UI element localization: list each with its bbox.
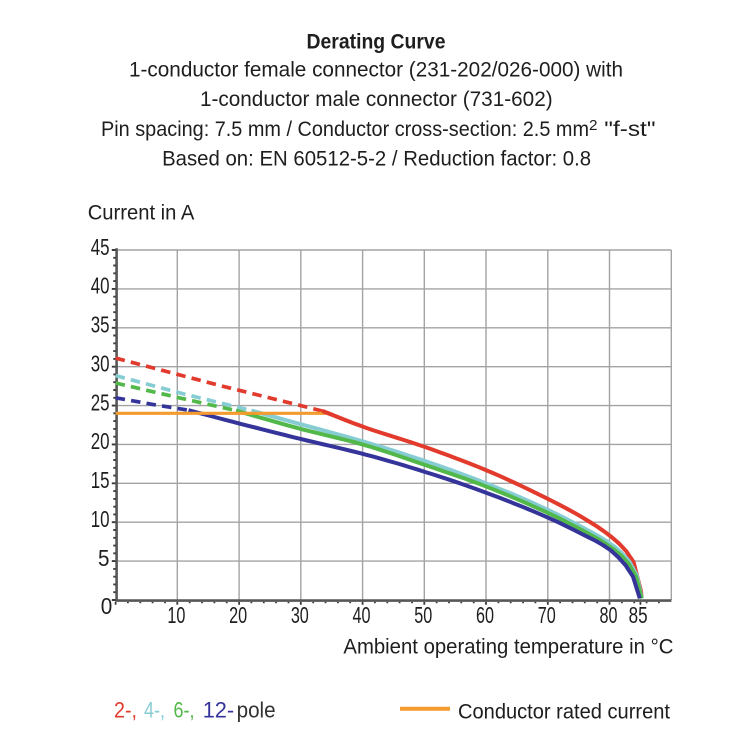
svg-text:20: 20 — [91, 428, 110, 454]
svg-text:30: 30 — [91, 350, 110, 376]
svg-text:Conductor rated current: Conductor rated current — [458, 701, 670, 724]
svg-text:80: 80 — [600, 602, 618, 628]
svg-text:40: 40 — [353, 602, 371, 628]
svg-text:Current in A: Current in A — [88, 202, 195, 225]
svg-text:85: 85 — [629, 602, 648, 628]
svg-text:2-,: 2-, — [114, 698, 137, 723]
svg-text:70: 70 — [538, 602, 556, 628]
svg-text:Pin spacing: 7.5 mm / Conducto: Pin spacing: 7.5 mm / Conductor cross-se… — [101, 117, 656, 141]
svg-text:1-conductor male connector (73: 1-conductor male connector (731-602) — [200, 88, 553, 111]
svg-text:pole: pole — [237, 698, 276, 723]
svg-text:Derating Curve: Derating Curve — [307, 29, 446, 53]
svg-text:35: 35 — [91, 312, 110, 338]
svg-text:40: 40 — [91, 273, 110, 299]
svg-text:1-conductor female connector (: 1-conductor female connector (231-202/02… — [129, 58, 623, 81]
svg-text:4-,: 4-, — [144, 698, 165, 723]
svg-text:20: 20 — [229, 602, 247, 628]
svg-text:5: 5 — [98, 545, 110, 571]
svg-text:10: 10 — [91, 506, 110, 532]
svg-text:0: 0 — [101, 593, 113, 619]
svg-text:50: 50 — [414, 602, 432, 628]
svg-text:15: 15 — [91, 467, 110, 493]
svg-text:60: 60 — [476, 602, 494, 628]
svg-text:30: 30 — [291, 602, 309, 628]
svg-text:45: 45 — [91, 234, 110, 260]
svg-text:25: 25 — [91, 389, 110, 415]
svg-text:12-: 12- — [203, 698, 235, 723]
svg-text:6-,: 6-, — [174, 698, 195, 723]
svg-text:Based on: EN 60512-5-2 / Reduc: Based on: EN 60512-5-2 / Reduction facto… — [162, 148, 591, 171]
svg-text:Ambient operating temperature: Ambient operating temperature in °C — [343, 636, 673, 659]
svg-text:10: 10 — [167, 602, 185, 628]
